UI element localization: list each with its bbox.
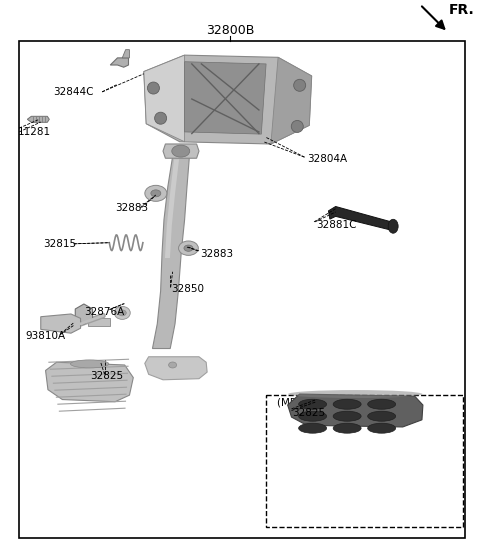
- Text: 32804A: 32804A: [307, 154, 347, 164]
- Ellipse shape: [172, 145, 190, 157]
- Ellipse shape: [114, 306, 130, 320]
- Text: 32800B: 32800B: [206, 24, 254, 37]
- Text: 32825: 32825: [90, 371, 123, 381]
- Polygon shape: [144, 55, 185, 142]
- Ellipse shape: [145, 186, 167, 201]
- Polygon shape: [41, 314, 81, 333]
- Text: 32883: 32883: [115, 203, 148, 212]
- Ellipse shape: [288, 390, 422, 398]
- Text: 32844C: 32844C: [53, 87, 94, 97]
- Ellipse shape: [299, 411, 326, 421]
- Ellipse shape: [333, 399, 361, 409]
- Polygon shape: [328, 206, 393, 231]
- Polygon shape: [153, 156, 190, 349]
- Ellipse shape: [368, 423, 396, 433]
- Ellipse shape: [179, 241, 198, 255]
- Text: 32850: 32850: [172, 284, 204, 294]
- Text: 32815: 32815: [43, 239, 76, 249]
- Polygon shape: [27, 116, 49, 122]
- Polygon shape: [144, 55, 312, 144]
- Text: 32883: 32883: [201, 249, 234, 259]
- Ellipse shape: [388, 219, 398, 233]
- Ellipse shape: [333, 411, 361, 421]
- Polygon shape: [163, 144, 199, 158]
- Ellipse shape: [71, 360, 109, 368]
- Ellipse shape: [299, 423, 326, 433]
- Polygon shape: [165, 159, 179, 258]
- Polygon shape: [75, 304, 93, 324]
- Polygon shape: [122, 49, 130, 58]
- Circle shape: [155, 112, 167, 124]
- Ellipse shape: [299, 399, 326, 409]
- Text: FR.: FR.: [448, 3, 474, 17]
- Ellipse shape: [151, 190, 161, 197]
- Text: (METAL PAD): (METAL PAD): [277, 397, 343, 407]
- Polygon shape: [288, 394, 423, 427]
- Text: 32876A: 32876A: [84, 307, 124, 317]
- Polygon shape: [145, 357, 207, 380]
- Ellipse shape: [368, 411, 396, 421]
- Text: 32825: 32825: [292, 408, 325, 418]
- Polygon shape: [271, 57, 312, 144]
- Ellipse shape: [368, 399, 396, 409]
- Circle shape: [291, 120, 303, 132]
- Ellipse shape: [118, 310, 126, 316]
- Text: 93810A: 93810A: [25, 331, 65, 341]
- Text: 11281: 11281: [18, 127, 51, 137]
- Polygon shape: [110, 58, 129, 67]
- Polygon shape: [185, 61, 266, 134]
- Circle shape: [294, 79, 306, 91]
- Bar: [88, 318, 110, 326]
- Text: 32881C: 32881C: [316, 220, 357, 230]
- Ellipse shape: [168, 362, 177, 368]
- Ellipse shape: [333, 423, 361, 433]
- Ellipse shape: [184, 245, 193, 251]
- Circle shape: [147, 82, 159, 94]
- Polygon shape: [46, 362, 133, 402]
